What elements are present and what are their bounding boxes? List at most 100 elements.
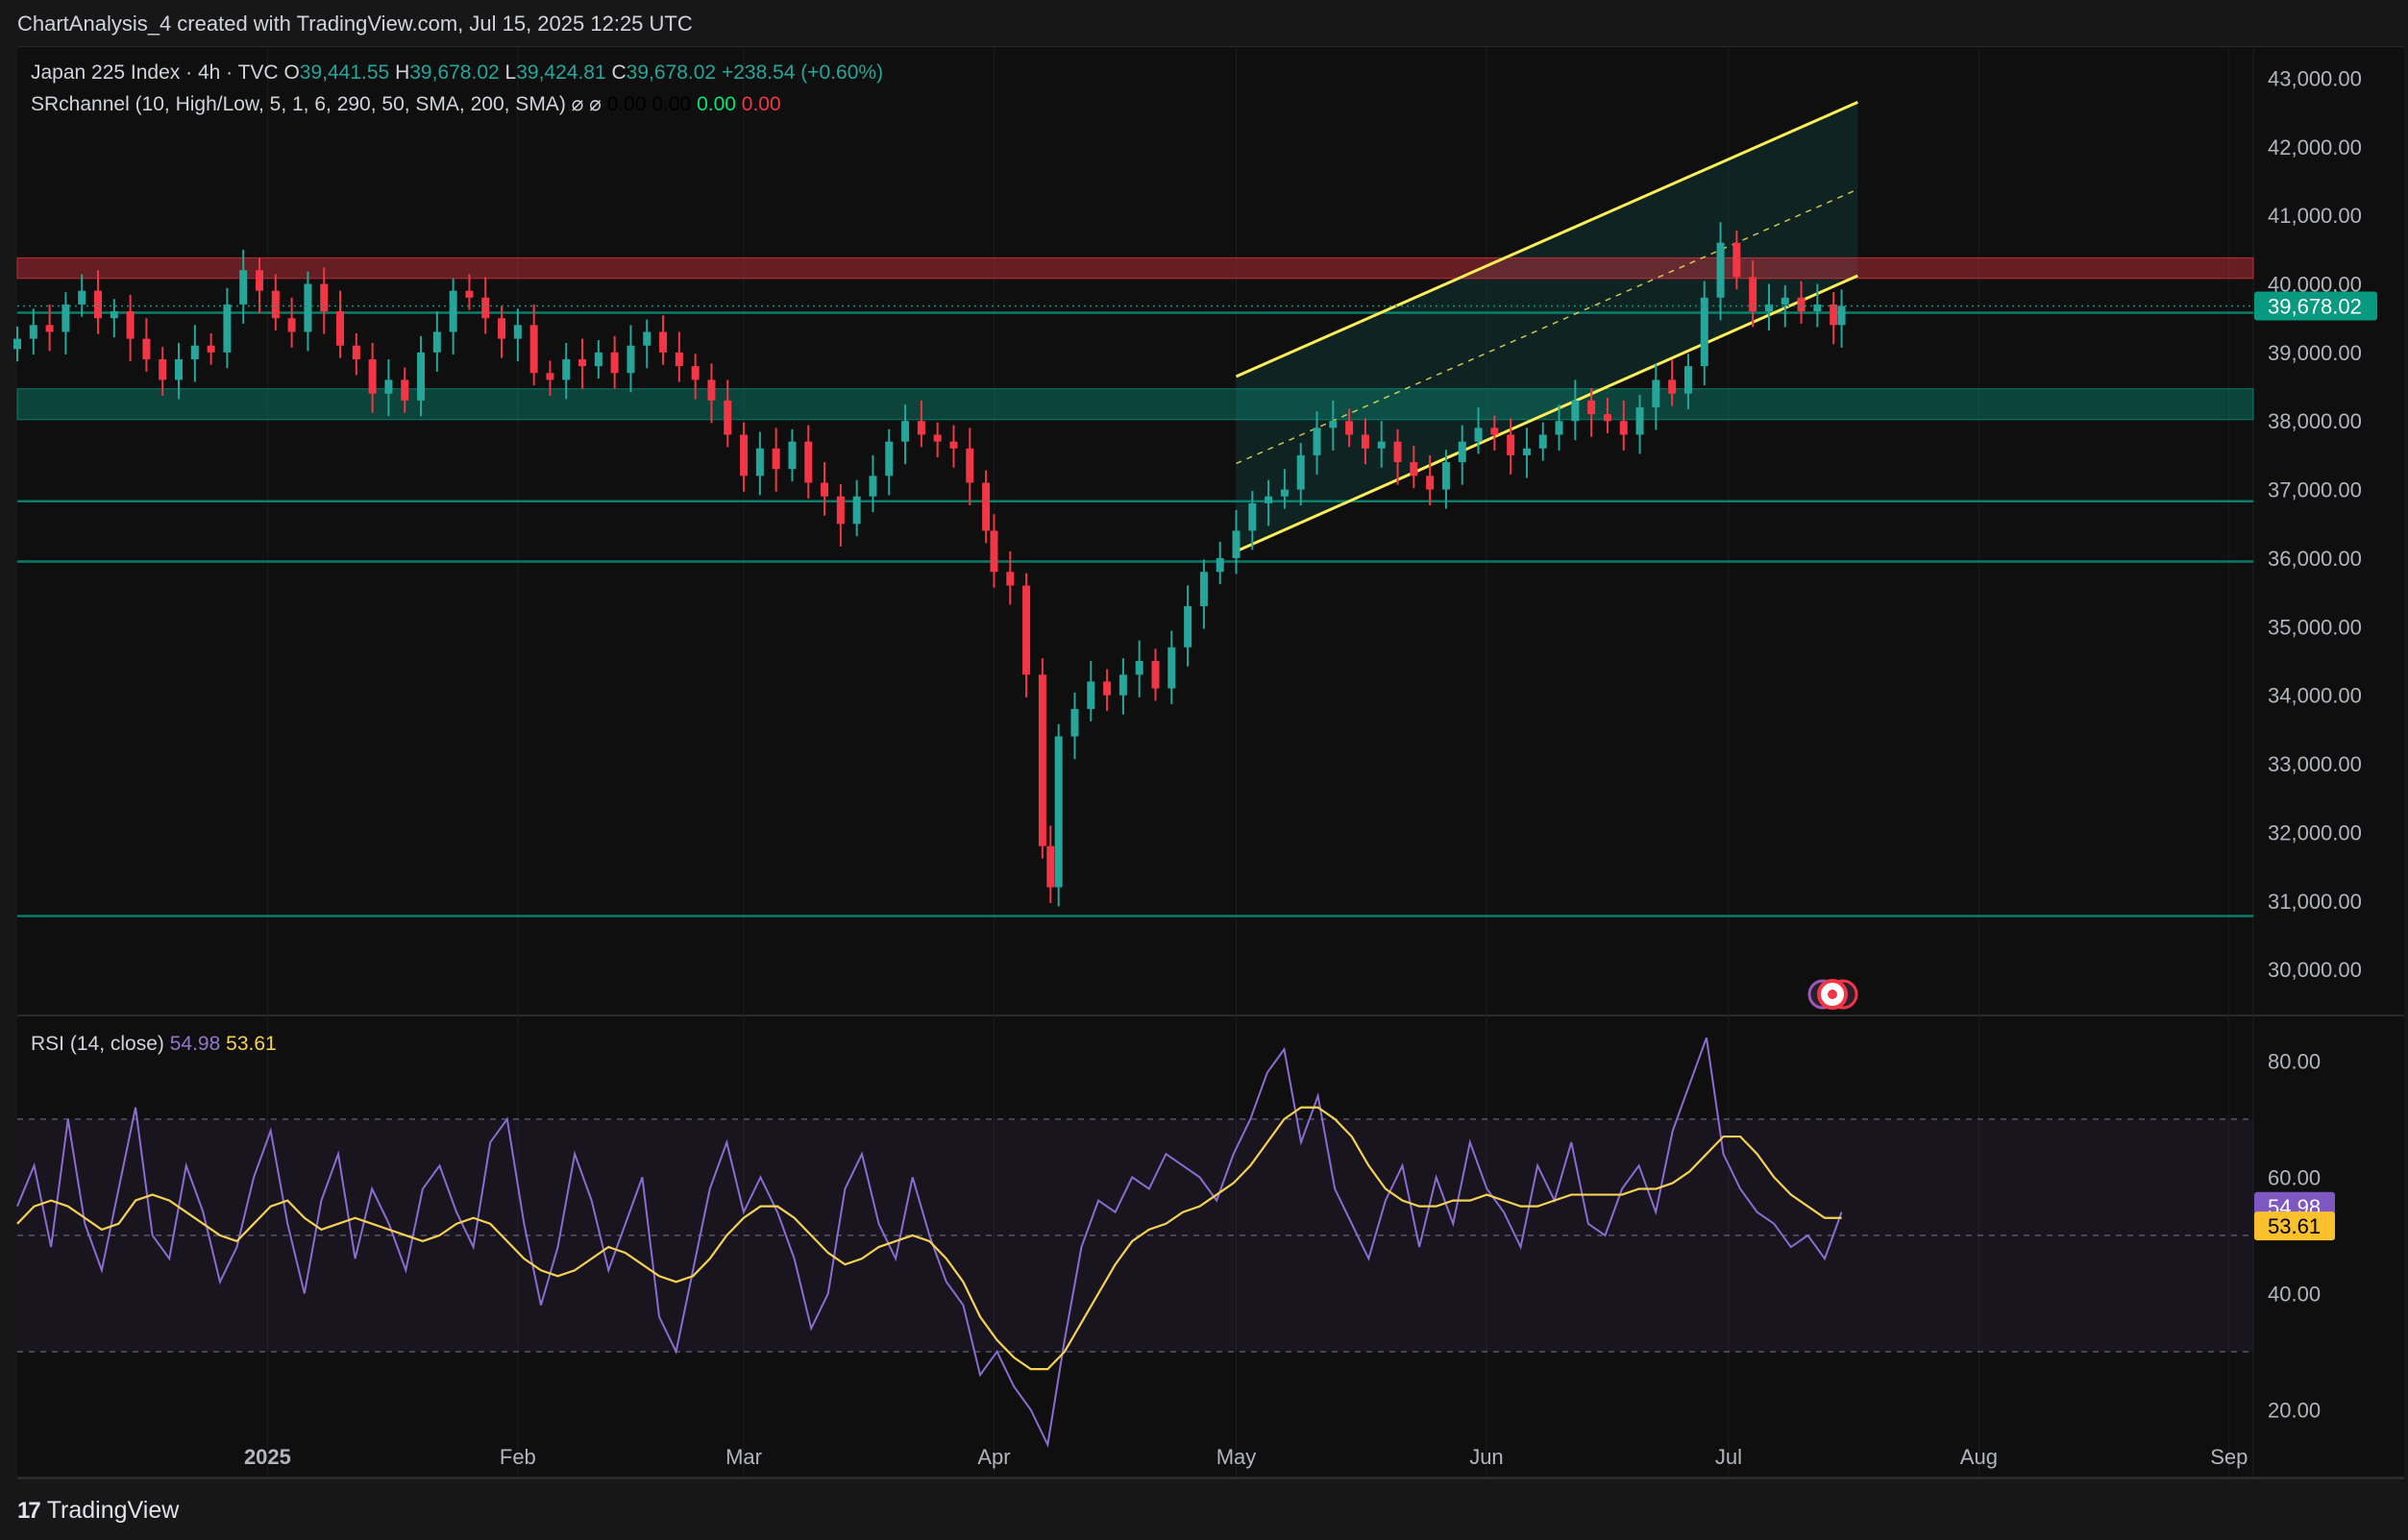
candle-body: [481, 297, 490, 319]
tradingview-brand: TradingView: [46, 1497, 180, 1524]
support-zone: [16, 388, 2254, 421]
price-axis-tick: 33,000.00: [2268, 752, 2362, 776]
time-axis-tick: Mar: [725, 1445, 762, 1469]
candle-body: [432, 331, 441, 353]
indicator-value-4: 0.00: [741, 93, 781, 115]
candle-body: [190, 345, 199, 360]
candle-body: [1700, 297, 1708, 367]
candle-body: [287, 318, 296, 332]
candle-body: [869, 476, 877, 497]
price-axis-tick: 38,000.00: [2268, 409, 2362, 433]
candle-body: [1345, 421, 1354, 435]
price-axis-tick: 37,000.00: [2268, 478, 2362, 502]
candle-body: [966, 448, 974, 483]
candle-body: [933, 434, 942, 442]
price-legend: Japan 225 Index · 4h · TVC O39,441.55 H3…: [31, 61, 883, 85]
candle-body: [1248, 502, 1257, 531]
candle-body: [175, 359, 184, 380]
candle-body: [1280, 489, 1289, 497]
candle-body: [1619, 421, 1628, 435]
candle-body: [417, 352, 426, 401]
candle-body: [1022, 585, 1031, 675]
candle-body: [724, 400, 732, 435]
candle-body: [1587, 400, 1596, 415]
candle-body: [1668, 379, 1677, 394]
candle-body: [1441, 462, 1450, 490]
candle-body: [1232, 530, 1241, 558]
indicator-visibility-icon[interactable]: ⌀ ⌀: [571, 93, 602, 115]
resistance-zone: [16, 257, 2254, 280]
indicator-legend: SRchannel (10, High/Low, 5, 1, 6, 290, 5…: [31, 92, 781, 116]
candle-body: [1538, 434, 1547, 449]
indicator-label[interactable]: SRchannel (10, High/Low, 5, 1, 6, 290, 5…: [31, 93, 566, 115]
candle-body: [1837, 306, 1846, 326]
candle-body: [1683, 366, 1692, 394]
candle-body: [1377, 441, 1386, 449]
candle-body: [1151, 661, 1160, 689]
candle-body: [256, 270, 264, 291]
channel-upper-line: [1235, 101, 1858, 379]
rsi-axis-tick: 20.00: [2268, 1398, 2321, 1422]
candle-body: [852, 496, 861, 525]
candle-body: [1070, 708, 1079, 737]
rsi-ma-value-tag: [2254, 1211, 2335, 1241]
candle-body: [594, 352, 602, 367]
candle-body: [1296, 454, 1305, 490]
candle-body: [675, 352, 683, 367]
rsi-ma-line: [16, 1106, 1842, 1371]
candle-body: [1118, 674, 1127, 696]
time-axis-tick: Apr: [977, 1445, 1010, 1469]
indicator-value-3: 0.00: [697, 93, 736, 115]
candle-body: [1813, 304, 1822, 312]
rsi-axis-tick: 60.00: [2268, 1165, 2321, 1189]
chart-attribution: ChartAnalysis_4 created with TradingView…: [17, 12, 693, 36]
price-axis-tick: 34,000.00: [2268, 684, 2362, 708]
candle-body: [320, 283, 329, 312]
candle-body: [1522, 448, 1531, 455]
candle-body: [1313, 428, 1321, 455]
event-marker-icon: [1828, 990, 1837, 999]
candle-body: [271, 290, 280, 319]
candle-body: [1087, 681, 1095, 709]
candle-body: [1038, 674, 1046, 846]
candle-body: [1329, 421, 1338, 428]
candle-body: [1458, 441, 1466, 463]
rsi-label[interactable]: RSI (14, close): [31, 1033, 164, 1055]
chart-panel: [17, 46, 2404, 1479]
candle-body: [1490, 428, 1499, 435]
symbol-label[interactable]: Japan 225 Index · 4h · TVC: [31, 61, 279, 84]
candle-body: [1393, 441, 1402, 463]
candle-body: [740, 434, 749, 477]
candle-body: [1781, 297, 1789, 305]
channel-middle-line: [1236, 188, 1858, 465]
change-value: +238.54 (+0.60%): [721, 61, 884, 84]
time-axis-tick: 2025: [244, 1445, 291, 1469]
candle-body: [1103, 681, 1112, 696]
candle-body: [1046, 845, 1055, 888]
candle-body: [1749, 277, 1757, 312]
candle-body: [110, 311, 118, 319]
rsi-line: [16, 1037, 1843, 1449]
candle-body: [304, 283, 312, 332]
candle-body: [1507, 434, 1515, 455]
candle-body: [578, 359, 587, 367]
candle-body: [982, 482, 991, 531]
candle-body: [1184, 605, 1192, 648]
candle-body: [29, 325, 37, 339]
candle-body: [1265, 496, 1273, 503]
indicator-value-1: 0.00: [606, 93, 647, 115]
candle-body: [917, 421, 925, 435]
time-axis-tick: Jul: [1715, 1445, 1742, 1469]
candle-body: [352, 345, 360, 360]
candle-body: [159, 359, 167, 380]
time-axis-tick: May: [1216, 1445, 1257, 1469]
tradingview-footer[interactable]: 17 TradingView: [17, 1497, 179, 1525]
open-value: 39,441.55: [299, 61, 390, 84]
candle-body: [513, 325, 522, 339]
high-value: 39,678.02: [409, 61, 500, 84]
candle-body: [45, 325, 54, 332]
time-axis-tick: Sep: [2210, 1445, 2248, 1469]
candle-body: [788, 441, 797, 470]
candle-body: [1635, 406, 1644, 435]
